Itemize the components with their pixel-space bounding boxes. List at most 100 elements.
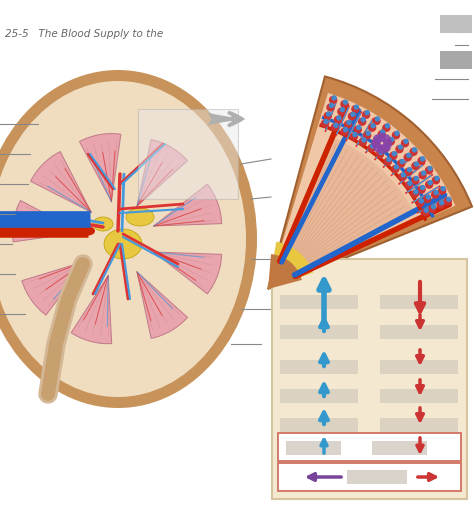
Circle shape [352,105,359,113]
Circle shape [422,209,429,216]
Wedge shape [30,152,91,212]
Circle shape [392,132,400,139]
Wedge shape [137,139,188,206]
Circle shape [354,126,361,133]
Circle shape [373,138,380,145]
FancyBboxPatch shape [280,295,358,309]
Circle shape [329,103,334,107]
Circle shape [378,133,386,141]
Circle shape [335,117,341,123]
FancyBboxPatch shape [272,259,467,499]
Circle shape [444,198,451,205]
Circle shape [434,191,438,195]
Wedge shape [13,200,81,242]
Ellipse shape [93,217,113,231]
Circle shape [431,205,436,209]
FancyBboxPatch shape [347,470,407,484]
Circle shape [321,120,328,127]
Circle shape [387,158,391,162]
Circle shape [419,199,423,203]
Circle shape [351,113,355,116]
FancyBboxPatch shape [372,441,427,455]
FancyBboxPatch shape [380,325,458,339]
Circle shape [340,107,344,112]
Circle shape [410,149,417,155]
Wedge shape [154,184,222,226]
FancyBboxPatch shape [280,360,358,374]
FancyBboxPatch shape [440,15,472,33]
Circle shape [435,176,439,180]
FancyBboxPatch shape [380,389,458,403]
Circle shape [441,187,445,191]
Circle shape [407,153,410,157]
Circle shape [429,205,436,212]
Circle shape [408,181,412,185]
Circle shape [401,140,409,147]
Circle shape [337,116,341,120]
Ellipse shape [0,70,257,408]
Circle shape [398,160,405,167]
Wedge shape [137,272,188,339]
Circle shape [344,128,347,132]
Circle shape [382,143,390,152]
FancyBboxPatch shape [280,325,358,339]
Circle shape [366,131,370,135]
Circle shape [353,132,357,136]
Circle shape [384,139,392,147]
Wedge shape [268,136,414,289]
Circle shape [382,135,390,143]
Circle shape [392,152,396,156]
Circle shape [361,118,365,122]
Circle shape [432,191,438,198]
Circle shape [390,152,397,159]
Circle shape [348,113,356,120]
Circle shape [334,123,338,127]
Circle shape [378,145,386,153]
Circle shape [400,160,404,163]
FancyBboxPatch shape [280,418,358,432]
Circle shape [355,105,358,109]
Circle shape [390,137,394,141]
Circle shape [374,135,382,143]
Ellipse shape [81,227,95,235]
Circle shape [432,177,439,184]
Circle shape [379,151,383,155]
Circle shape [399,145,402,149]
Circle shape [341,101,348,107]
Circle shape [405,182,412,189]
Circle shape [327,112,330,116]
Circle shape [447,197,451,201]
Wedge shape [268,254,302,289]
Circle shape [372,139,380,147]
Circle shape [383,124,390,131]
FancyBboxPatch shape [440,51,472,69]
Wedge shape [80,133,121,202]
Circle shape [418,157,425,164]
Circle shape [428,166,432,170]
FancyBboxPatch shape [380,360,458,374]
Circle shape [341,128,348,135]
Circle shape [385,124,390,128]
Circle shape [375,117,380,121]
Wedge shape [268,93,455,289]
Circle shape [324,113,331,120]
Circle shape [424,208,428,212]
Wedge shape [268,242,313,289]
Circle shape [412,177,419,184]
Circle shape [378,131,385,138]
Wedge shape [154,252,222,294]
Circle shape [364,132,371,139]
Circle shape [376,151,383,158]
Circle shape [363,111,370,118]
Circle shape [420,186,425,190]
Ellipse shape [0,81,246,397]
FancyBboxPatch shape [138,109,238,199]
FancyBboxPatch shape [380,418,458,432]
Circle shape [343,100,347,104]
Circle shape [421,171,426,175]
Circle shape [439,201,444,205]
Circle shape [405,168,412,175]
Circle shape [359,118,366,125]
Circle shape [408,168,411,172]
Circle shape [374,143,382,152]
